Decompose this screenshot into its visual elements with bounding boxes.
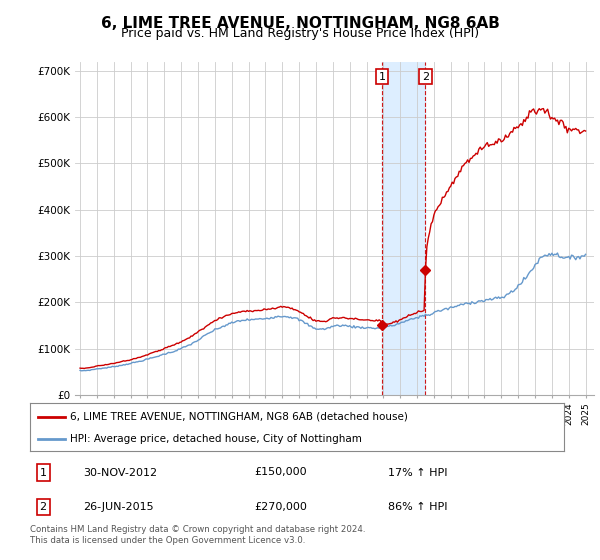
Text: £270,000: £270,000 <box>254 502 307 512</box>
Text: 17% ↑ HPI: 17% ↑ HPI <box>388 468 447 478</box>
Text: HPI: Average price, detached house, City of Nottingham: HPI: Average price, detached house, City… <box>70 434 362 444</box>
Text: 86% ↑ HPI: 86% ↑ HPI <box>388 502 447 512</box>
Text: 2: 2 <box>422 72 429 82</box>
Text: 30-NOV-2012: 30-NOV-2012 <box>83 468 158 478</box>
Text: Contains HM Land Registry data © Crown copyright and database right 2024.
This d: Contains HM Land Registry data © Crown c… <box>30 525 365 545</box>
Text: 26-JUN-2015: 26-JUN-2015 <box>83 502 154 512</box>
Text: 1: 1 <box>40 468 47 478</box>
Text: 6, LIME TREE AVENUE, NOTTINGHAM, NG8 6AB (detached house): 6, LIME TREE AVENUE, NOTTINGHAM, NG8 6AB… <box>70 412 408 422</box>
Text: 6, LIME TREE AVENUE, NOTTINGHAM, NG8 6AB: 6, LIME TREE AVENUE, NOTTINGHAM, NG8 6AB <box>101 16 499 31</box>
Text: 2: 2 <box>40 502 47 512</box>
Bar <box>382 62 425 395</box>
Text: 1: 1 <box>379 72 385 82</box>
Text: £150,000: £150,000 <box>254 468 307 478</box>
Text: Price paid vs. HM Land Registry's House Price Index (HPI): Price paid vs. HM Land Registry's House … <box>121 27 479 40</box>
